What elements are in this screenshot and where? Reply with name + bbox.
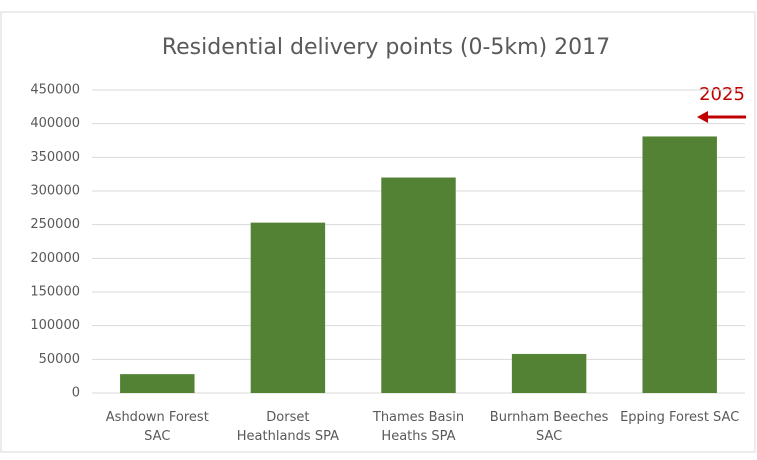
y-tick-label: 0 [72,386,80,401]
y-tick-label: 400000 [30,116,80,131]
y-tick-label: 300000 [30,184,80,199]
chart-title: Residential delivery points (0-5km) 2017 [162,35,610,60]
chart-border [0,11,756,453]
y-tick-label: 350000 [30,150,80,165]
y-tick-label: 50000 [39,352,80,367]
bar [381,177,456,393]
y-tick-label: 250000 [30,217,80,232]
bar [511,353,587,393]
y-tick-label: 200000 [30,251,80,266]
bar [250,222,326,393]
y-tick-label: 100000 [30,318,80,333]
x-tick-label: Ashdown Forest SAC [105,410,209,444]
x-tick-label: Burnham Beeches SAC [489,410,609,444]
bar [642,136,717,393]
annotation-arrow [697,111,746,123]
y-tick-label: 150000 [30,285,80,300]
x-tick-label: Dorset Heathlands SPA [236,410,339,444]
annotation: 2025 [699,84,745,105]
y-tick-label: 450000 [30,83,80,98]
x-tick-label: Epping Forest SAC [620,410,740,425]
bar [120,374,195,393]
x-tick-label: Thames Basin Heaths SPA [372,410,465,444]
